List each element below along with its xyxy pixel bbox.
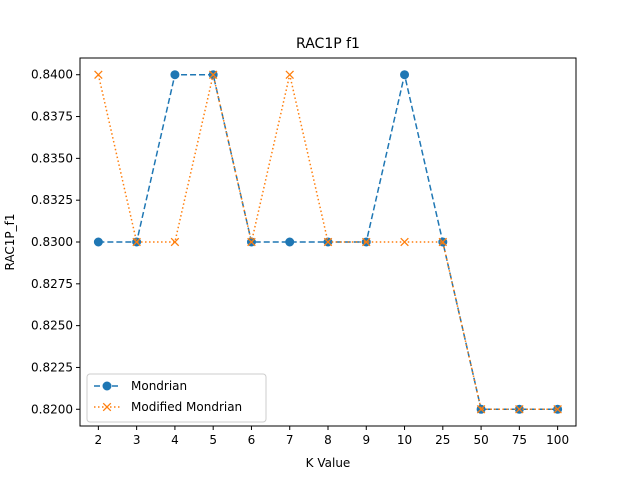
y-tick-label: 0.8200: [31, 402, 73, 416]
data-point: [93, 237, 103, 247]
series-2: [94, 70, 562, 414]
data-point: [247, 237, 256, 247]
data-point: [323, 237, 333, 247]
y-tick-label: 0.8275: [31, 277, 73, 291]
x-marker-stroke: [323, 237, 333, 247]
x-marker-stroke: [553, 405, 562, 414]
x-marker-stroke: [362, 237, 371, 247]
x-marker-stroke: [515, 405, 524, 414]
x-marker-stroke: [400, 237, 409, 247]
data-point: [94, 70, 103, 79]
x-axis-label: K Value: [306, 456, 351, 470]
data-point: [208, 70, 218, 79]
x-tick-label: 5: [209, 433, 217, 447]
x-marker-stroke: [94, 70, 103, 79]
legend-marker: [102, 381, 112, 391]
x-marker-stroke: [208, 70, 218, 79]
plot-area: 2 3 4 5 6 7 8 9 10 25 50 75 100 0.8200 0.8225 0.8250 0.8…: [31, 57, 577, 447]
x-marker-stroke: [170, 237, 180, 247]
x-tick-label: 50: [473, 433, 488, 447]
data-point: [285, 237, 295, 247]
x-marker-stroke: [438, 237, 448, 247]
x-marker-stroke: [476, 405, 486, 414]
legend-item: Mondrian: [94, 379, 187, 393]
x-tick-label: 75: [512, 433, 527, 447]
x-tick-label: 3: [133, 433, 141, 447]
x-marker-stroke: [132, 237, 141, 247]
y-tick-label: 0.8350: [31, 151, 73, 165]
x-marker-stroke: [285, 70, 294, 79]
y-axis-label: RAC1P_f1: [3, 214, 17, 271]
chart-title: RAC1P f1: [296, 36, 360, 52]
x-tick-label: 10: [397, 433, 412, 447]
y-tick-label: 0.8250: [31, 319, 73, 333]
y-tick-label: 0.8300: [31, 235, 73, 249]
x-tick-label: 6: [248, 433, 256, 447]
data-point: [400, 237, 409, 247]
data-point: [170, 70, 180, 80]
data-point: [132, 237, 141, 247]
data-point: [400, 70, 410, 80]
y-tick-label: 0.8375: [31, 110, 73, 124]
x-tick-label: 100: [546, 433, 569, 447]
data-point: [170, 237, 180, 247]
data-point: [285, 70, 294, 79]
y-tick-label: 0.8225: [31, 360, 73, 374]
legend-box: [86, 373, 267, 423]
x-tick-label: 25: [435, 433, 450, 447]
data-point: [476, 405, 486, 414]
data-point: [515, 405, 524, 414]
legend-marker: [102, 402, 112, 412]
legend-label: Modified Mondrian: [131, 400, 242, 414]
x-tick-label: 7: [286, 433, 294, 447]
x-marker-stroke: [102, 402, 112, 412]
legend-label: Mondrian: [131, 379, 187, 393]
legend: Mondrian Modified Mondrian: [86, 373, 267, 423]
x-tick-label: 8: [324, 433, 332, 447]
x-marker-stroke: [247, 237, 256, 247]
x-tick-label: 9: [362, 433, 370, 447]
y-tick-label: 0.8400: [31, 68, 73, 82]
x-tick-label: 2: [95, 433, 103, 447]
y-tick-label: 0.8325: [31, 193, 73, 207]
legend-item: Modified Mondrian: [94, 400, 242, 414]
data-point: [438, 237, 448, 247]
x-tick-label: 4: [171, 433, 179, 447]
data-point: [362, 237, 371, 247]
data-point: [553, 405, 562, 414]
